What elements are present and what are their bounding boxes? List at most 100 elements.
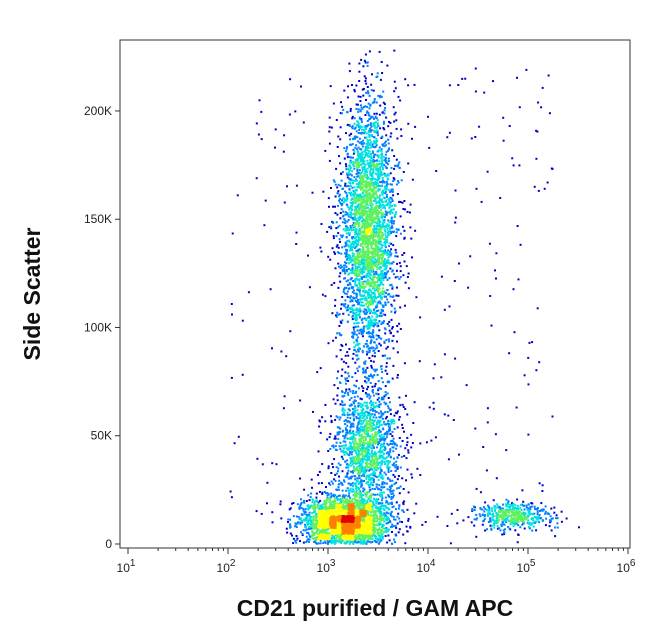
event-dot <box>358 62 361 65</box>
event-dot <box>376 509 379 512</box>
event-dot <box>358 239 361 242</box>
event-dot <box>383 421 386 424</box>
event-dot <box>387 338 390 341</box>
event-dot <box>363 325 366 328</box>
event-dot <box>337 438 340 441</box>
event-dot <box>377 387 380 390</box>
event-dot <box>505 514 508 517</box>
event-dot <box>358 496 361 499</box>
event-dot <box>378 336 381 339</box>
event-dot <box>381 234 384 237</box>
event-dot <box>380 148 383 151</box>
event-dot <box>399 404 402 407</box>
event-dot <box>364 418 367 421</box>
event-dot <box>352 161 355 164</box>
event-dot <box>349 452 352 455</box>
event-dot <box>532 525 535 528</box>
event-dot <box>363 166 366 168</box>
event-dot <box>360 143 363 145</box>
event-dot <box>368 435 371 438</box>
event-dot <box>291 502 293 505</box>
event-dot <box>294 525 297 528</box>
event-dot <box>361 267 364 270</box>
event-dot <box>357 216 360 219</box>
event-dot <box>363 160 366 163</box>
event-dot <box>443 308 446 311</box>
event-dot <box>403 229 406 232</box>
event-dot <box>302 541 305 544</box>
event-dot <box>353 247 356 249</box>
event-dot <box>348 494 350 497</box>
event-dot <box>354 222 357 225</box>
event-dot <box>351 490 354 493</box>
event-dot <box>331 312 334 315</box>
event-dot <box>344 252 347 255</box>
event-dot <box>318 507 321 510</box>
event-dot <box>359 422 362 425</box>
event-dot <box>402 533 405 536</box>
event-dot <box>356 148 358 151</box>
event-dot <box>500 525 503 528</box>
event-dot <box>396 137 399 140</box>
event-dot <box>349 225 352 227</box>
event-dot <box>366 145 369 148</box>
event-dot <box>375 322 378 325</box>
event-dot <box>376 346 379 349</box>
event-dot <box>495 277 497 280</box>
event-dot <box>366 366 369 369</box>
event-dot <box>335 167 338 170</box>
event-dot <box>302 507 305 510</box>
event-dot <box>392 261 395 263</box>
event-dot <box>381 270 384 273</box>
event-dot <box>519 506 522 509</box>
event-dot <box>371 203 374 206</box>
event-dot <box>356 170 359 173</box>
event-dot <box>369 395 372 398</box>
event-dot <box>380 523 383 526</box>
event-dot <box>538 514 541 517</box>
event-dot <box>347 469 350 472</box>
event-dot <box>378 50 381 53</box>
event-dot <box>365 142 368 145</box>
event-dot <box>385 436 388 439</box>
event-dot <box>358 181 361 184</box>
event-dot <box>364 296 367 299</box>
event-dot <box>355 307 358 310</box>
event-dot <box>491 507 494 510</box>
event-dot <box>361 459 364 462</box>
event-dot <box>271 521 274 524</box>
event-dot <box>344 440 347 443</box>
event-dot <box>341 495 344 498</box>
event-dot <box>327 197 330 200</box>
event-dot <box>384 411 387 414</box>
event-dot <box>376 140 379 142</box>
event-dot <box>372 391 374 394</box>
event-dot <box>373 276 376 278</box>
event-dot <box>343 218 346 221</box>
event-dot <box>387 138 390 141</box>
event-dot <box>375 231 378 233</box>
event-dot <box>359 425 362 428</box>
event-dot <box>397 95 400 98</box>
event-dot <box>390 183 393 186</box>
event-dot <box>360 429 362 432</box>
event-dot <box>378 429 381 432</box>
event-dot <box>384 535 387 537</box>
event-dot <box>343 447 346 450</box>
event-dot <box>393 113 396 116</box>
event-dot <box>346 391 349 394</box>
event-dot <box>361 317 364 320</box>
event-dot <box>370 366 373 369</box>
event-dot <box>324 295 327 298</box>
event-dot <box>339 112 342 115</box>
event-dot <box>366 433 369 436</box>
event-dot <box>323 540 326 543</box>
event-dot <box>390 262 393 265</box>
event-dot <box>337 431 340 434</box>
event-dot <box>369 274 372 277</box>
event-dot <box>387 534 390 537</box>
event-dot <box>356 267 359 270</box>
event-dot <box>358 332 361 335</box>
event-dot <box>355 322 358 325</box>
event-dot <box>373 98 376 100</box>
